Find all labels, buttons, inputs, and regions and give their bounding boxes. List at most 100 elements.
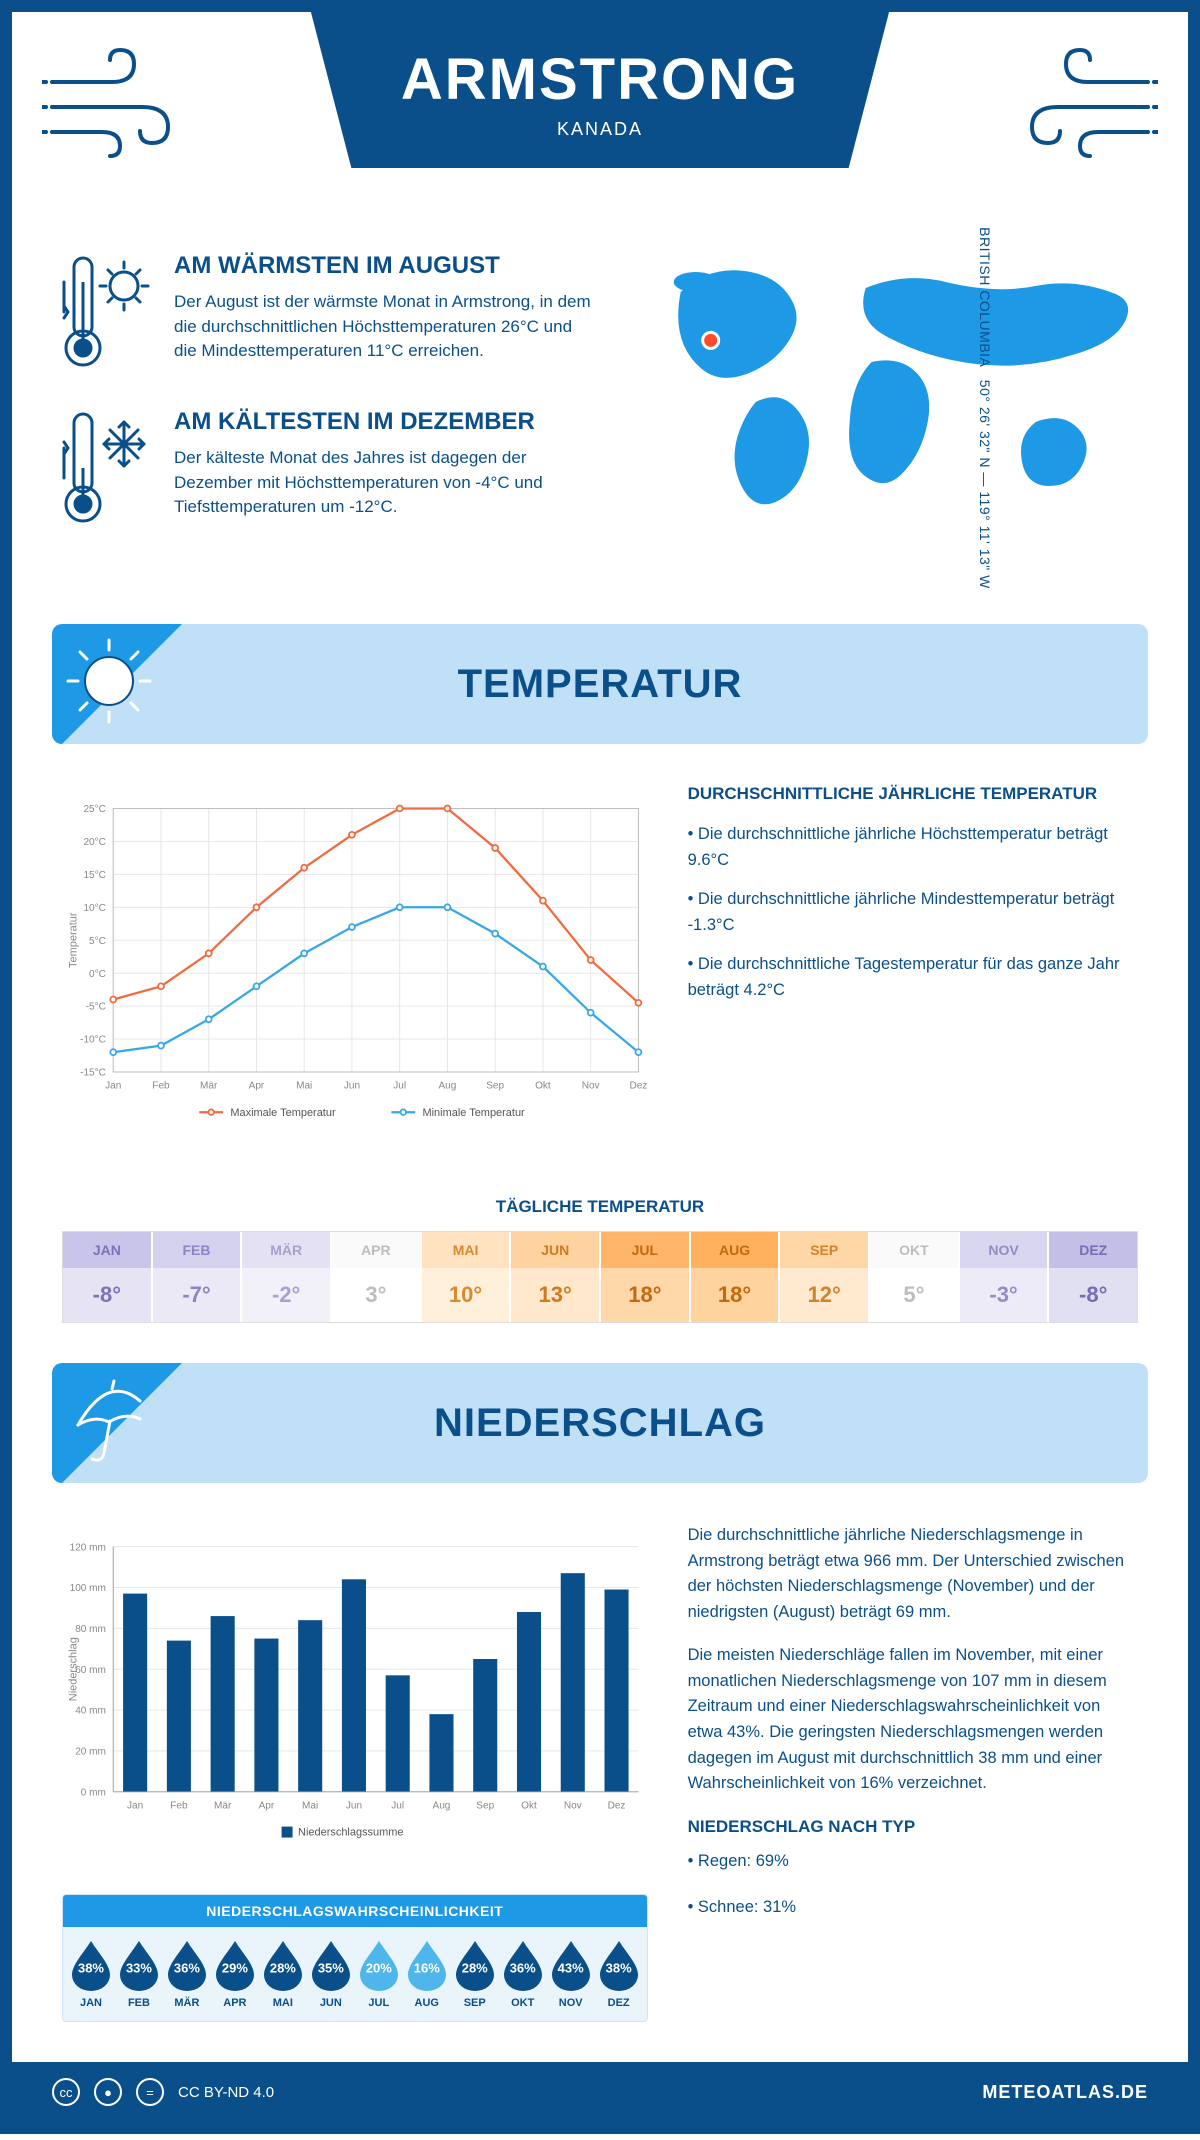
- probability-cell: 16%AUG: [403, 1939, 451, 2009]
- svg-text:-5°C: -5°C: [86, 1002, 106, 1013]
- svg-text:Temperatur: Temperatur: [68, 912, 80, 968]
- probability-cell: 43%NOV: [547, 1939, 595, 2009]
- probability-cell: 36%MÄR: [163, 1939, 211, 2009]
- daily-cell: FEB-7°: [153, 1232, 243, 1322]
- svg-text:20°C: 20°C: [83, 837, 105, 848]
- section-header-precip: NIEDERSCHLAG: [52, 1363, 1148, 1483]
- svg-text:Mai: Mai: [296, 1080, 312, 1091]
- precip-para-2: Die meisten Niederschläge fallen im Nove…: [688, 1643, 1138, 1796]
- daily-cell: JAN-8°: [63, 1232, 153, 1322]
- precip-type-bullet: • Regen: 69%: [688, 1847, 1138, 1875]
- by-icon: ●: [94, 2078, 122, 2106]
- temp-bullet: • Die durchschnittliche jährliche Mindes…: [688, 887, 1138, 938]
- daily-cell: JUN13°: [511, 1232, 601, 1322]
- daily-cell: MAI10°: [422, 1232, 512, 1322]
- cc-icon: cc: [52, 2078, 80, 2106]
- svg-text:100 mm: 100 mm: [70, 1583, 106, 1594]
- svg-text:Okt: Okt: [521, 1800, 537, 1811]
- thermometer-sun-icon: [62, 252, 152, 372]
- probability-cell: 28%MAI: [259, 1939, 307, 2009]
- svg-text:Nov: Nov: [582, 1080, 600, 1091]
- svg-text:Aug: Aug: [433, 1800, 451, 1811]
- world-map-svg: [633, 252, 1138, 512]
- temp-bullet: • Die durchschnittliche Tagestemperatur …: [688, 952, 1138, 1003]
- svg-text:Niederschlagssumme: Niederschlagssumme: [298, 1827, 403, 1839]
- daily-cell: NOV-3°: [960, 1232, 1050, 1322]
- precip-para-1: Die durchschnittliche jährliche Niedersc…: [688, 1523, 1138, 1625]
- svg-text:Sep: Sep: [476, 1800, 494, 1811]
- probability-cell: 29%APR: [211, 1939, 259, 2009]
- probability-cell: 20%JUL: [355, 1939, 403, 2009]
- precip-section: 0 mm20 mm40 mm60 mm80 mm100 mm120 mmJanF…: [12, 1483, 1188, 2032]
- daily-cell: AUG18°: [691, 1232, 781, 1322]
- probability-cell: 35%JUN: [307, 1939, 355, 2009]
- precip-probability: NIEDERSCHLAGSWAHRSCHEINLICHKEIT 38%JAN33…: [62, 1894, 648, 2022]
- temperature-heading: TEMPERATUR: [52, 662, 1148, 707]
- coldest-title: AM KÄLTESTEN IM DEZEMBER: [174, 408, 593, 436]
- probability-title: NIEDERSCHLAGSWAHRSCHEINLICHKEIT: [63, 1895, 647, 1927]
- world-map: BRITISH COLUMBIA 50° 26' 32" N — 119° 11…: [633, 252, 1138, 564]
- svg-text:Dez: Dez: [608, 1800, 626, 1811]
- svg-text:Jan: Jan: [105, 1080, 121, 1091]
- svg-text:40 mm: 40 mm: [75, 1706, 106, 1717]
- svg-text:10°C: 10°C: [83, 903, 105, 914]
- svg-text:Minimale Temperatur: Minimale Temperatur: [422, 1107, 525, 1119]
- probability-cell: 33%FEB: [115, 1939, 163, 2009]
- temperature-section: -15°C-10°C-5°C0°C5°C10°C15°C20°C25°CJanF…: [12, 744, 1188, 1169]
- svg-text:120 mm: 120 mm: [70, 1542, 106, 1553]
- svg-text:Jan: Jan: [127, 1800, 143, 1811]
- svg-text:Apr: Apr: [259, 1800, 275, 1811]
- svg-text:Niederschlag: Niederschlag: [68, 1637, 80, 1701]
- svg-text:Jun: Jun: [344, 1080, 360, 1091]
- daily-cell: APR3°: [332, 1232, 422, 1322]
- svg-text:Jul: Jul: [393, 1080, 406, 1091]
- page: ARMSTRONG KANADA: [0, 0, 1200, 2134]
- thermometer-snow-icon: [62, 408, 152, 528]
- svg-text:Aug: Aug: [438, 1080, 456, 1091]
- daily-cell: DEZ-8°: [1049, 1232, 1137, 1322]
- site-name: METEOATLAS.DE: [982, 2082, 1148, 2103]
- svg-text:0°C: 0°C: [89, 969, 106, 980]
- svg-text:Feb: Feb: [170, 1800, 188, 1811]
- daily-temp-title: TÄGLICHE TEMPERATUR: [12, 1197, 1188, 1217]
- svg-text:Jul: Jul: [391, 1800, 404, 1811]
- coldest-text: Der kälteste Monat des Jahres ist dagege…: [174, 446, 593, 520]
- svg-text:Okt: Okt: [535, 1080, 551, 1091]
- probability-cell: 38%JAN: [67, 1939, 115, 2009]
- daily-cell: SEP12°: [780, 1232, 870, 1322]
- daily-cell: OKT5°: [870, 1232, 960, 1322]
- precip-chart: 0 mm20 mm40 mm60 mm80 mm100 mm120 mmJanF…: [62, 1523, 648, 1868]
- svg-text:25°C: 25°C: [83, 804, 105, 815]
- svg-text:15°C: 15°C: [83, 870, 105, 881]
- temperature-text: DURCHSCHNITTLICHE JÄHRLICHE TEMPERATUR •…: [688, 784, 1138, 1149]
- license-text: CC BY-ND 4.0: [178, 2084, 274, 2101]
- daily-temp-strip: JAN-8°FEB-7°MÄR-2°APR3°MAI10°JUN13°JUL18…: [62, 1231, 1138, 1323]
- svg-text:Nov: Nov: [564, 1800, 582, 1811]
- header: ARMSTRONG KANADA: [12, 12, 1188, 222]
- page-subtitle: KANADA: [401, 119, 799, 140]
- daily-cell: MÄR-2°: [242, 1232, 332, 1322]
- warmest-fact: AM WÄRMSTEN IM AUGUST Der August ist der…: [62, 252, 593, 372]
- svg-text:Mär: Mär: [200, 1080, 218, 1091]
- svg-text:0 mm: 0 mm: [81, 1787, 106, 1798]
- svg-text:-10°C: -10°C: [80, 1035, 106, 1046]
- temperature-chart: -15°C-10°C-5°C0°C5°C10°C15°C20°C25°CJanF…: [62, 784, 648, 1149]
- umbrella-icon: [64, 1375, 154, 1465]
- svg-text:Mär: Mär: [214, 1800, 232, 1811]
- coordinates-label: BRITISH COLUMBIA 50° 26' 32" N — 119° 11…: [977, 227, 993, 589]
- precip-text: Die durchschnittliche jährliche Niedersc…: [688, 1523, 1138, 2022]
- sun-icon: [64, 636, 154, 726]
- page-title: ARMSTRONG: [401, 46, 799, 113]
- daily-cell: JUL18°: [601, 1232, 691, 1322]
- coldest-fact: AM KÄLTESTEN IM DEZEMBER Der kälteste Mo…: [62, 408, 593, 528]
- svg-text:80 mm: 80 mm: [75, 1624, 106, 1635]
- facts-column: AM WÄRMSTEN IM AUGUST Der August ist der…: [62, 252, 593, 564]
- warmest-text: Der August ist der wärmste Monat in Arms…: [174, 290, 593, 364]
- precip-type-heading: NIEDERSCHLAG NACH TYP: [688, 1817, 1138, 1837]
- license-block: cc ● = CC BY-ND 4.0: [52, 2078, 274, 2106]
- svg-text:Jun: Jun: [346, 1800, 362, 1811]
- title-banner: ARMSTRONG KANADA: [311, 12, 889, 168]
- temp-text-heading: DURCHSCHNITTLICHE JÄHRLICHE TEMPERATUR: [688, 784, 1138, 804]
- probability-cell: 36%OKT: [499, 1939, 547, 2009]
- precip-type-bullet: • Schnee: 31%: [688, 1893, 1138, 1921]
